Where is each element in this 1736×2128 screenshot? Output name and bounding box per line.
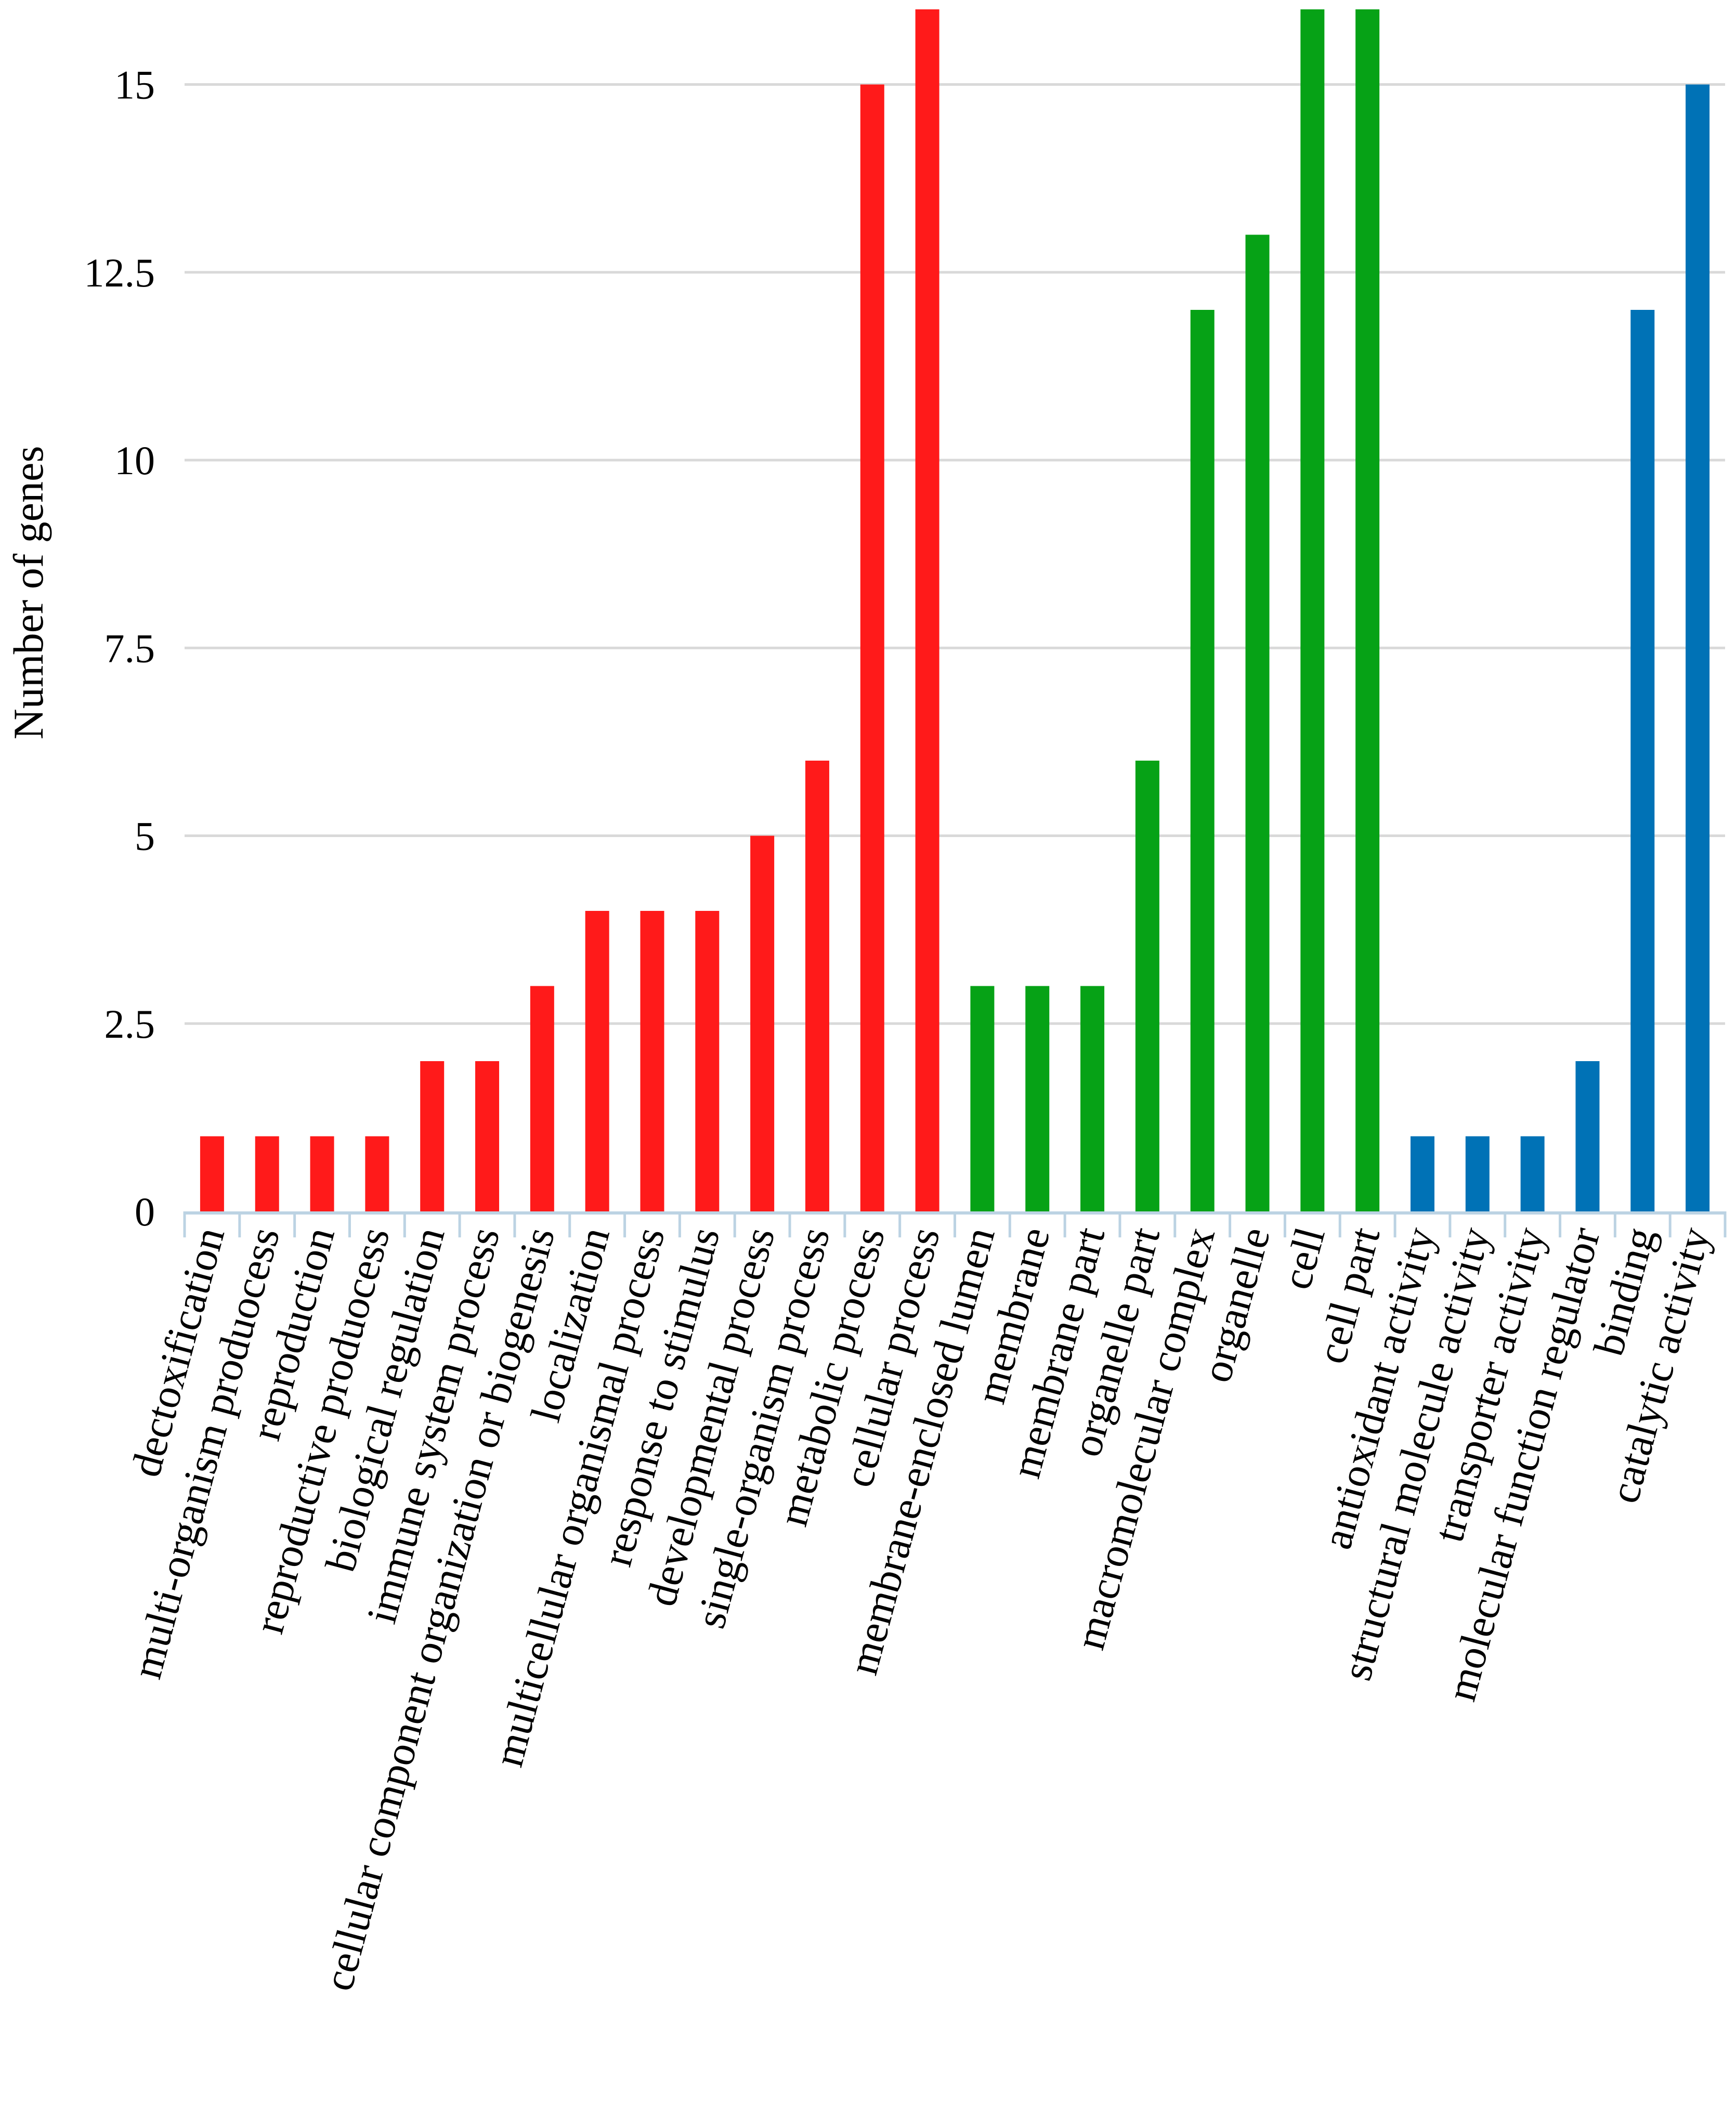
- bar-13: [860, 84, 884, 1211]
- bar-1: [200, 1136, 224, 1211]
- bar-6: [475, 1061, 500, 1211]
- y-tick-label: 0: [135, 1189, 155, 1234]
- bar-3: [310, 1136, 334, 1211]
- y-tick-label: 12.5: [84, 250, 155, 295]
- bar-23: [1410, 1136, 1434, 1211]
- bar-20: [1245, 234, 1270, 1211]
- bar-22: [1355, 9, 1380, 1211]
- y-tick-label: 15: [114, 62, 155, 108]
- bars: [200, 9, 1710, 1211]
- bar-15: [970, 986, 995, 1211]
- bar-25: [1520, 1136, 1545, 1211]
- bar-27: [1630, 310, 1655, 1211]
- bar-4: [365, 1136, 389, 1211]
- bar-11: [750, 835, 775, 1211]
- y-tick-label: 7.5: [105, 625, 155, 671]
- bar-21: [1300, 9, 1325, 1211]
- y-tick-label: 5: [135, 814, 155, 859]
- bar-12: [805, 761, 829, 1211]
- bar-9: [640, 911, 664, 1211]
- bar-14: [915, 9, 939, 1211]
- bar-17: [1080, 986, 1105, 1211]
- bar-8: [585, 911, 609, 1211]
- x-axis: [183, 1211, 1727, 1237]
- x-tick-label: cell: [1272, 1222, 1334, 1294]
- bar-10: [695, 911, 720, 1211]
- y-tick-labels: 0 2.5 5 7.5 10 12.5 15: [84, 62, 155, 1235]
- y-axis-title: Number of genes: [5, 446, 52, 740]
- bar-7: [530, 986, 554, 1211]
- bar-19: [1190, 310, 1215, 1211]
- y-tick-label: 10: [114, 438, 155, 483]
- gridlines: [185, 83, 1725, 1025]
- bar-5: [420, 1061, 445, 1211]
- bar-2: [255, 1136, 279, 1211]
- bar-16: [1025, 986, 1050, 1211]
- y-tick-label: 2.5: [105, 1001, 155, 1047]
- bar-24: [1465, 1136, 1490, 1211]
- bar-26: [1575, 1061, 1600, 1211]
- bar-28: [1686, 84, 1710, 1211]
- bar-18: [1135, 761, 1159, 1211]
